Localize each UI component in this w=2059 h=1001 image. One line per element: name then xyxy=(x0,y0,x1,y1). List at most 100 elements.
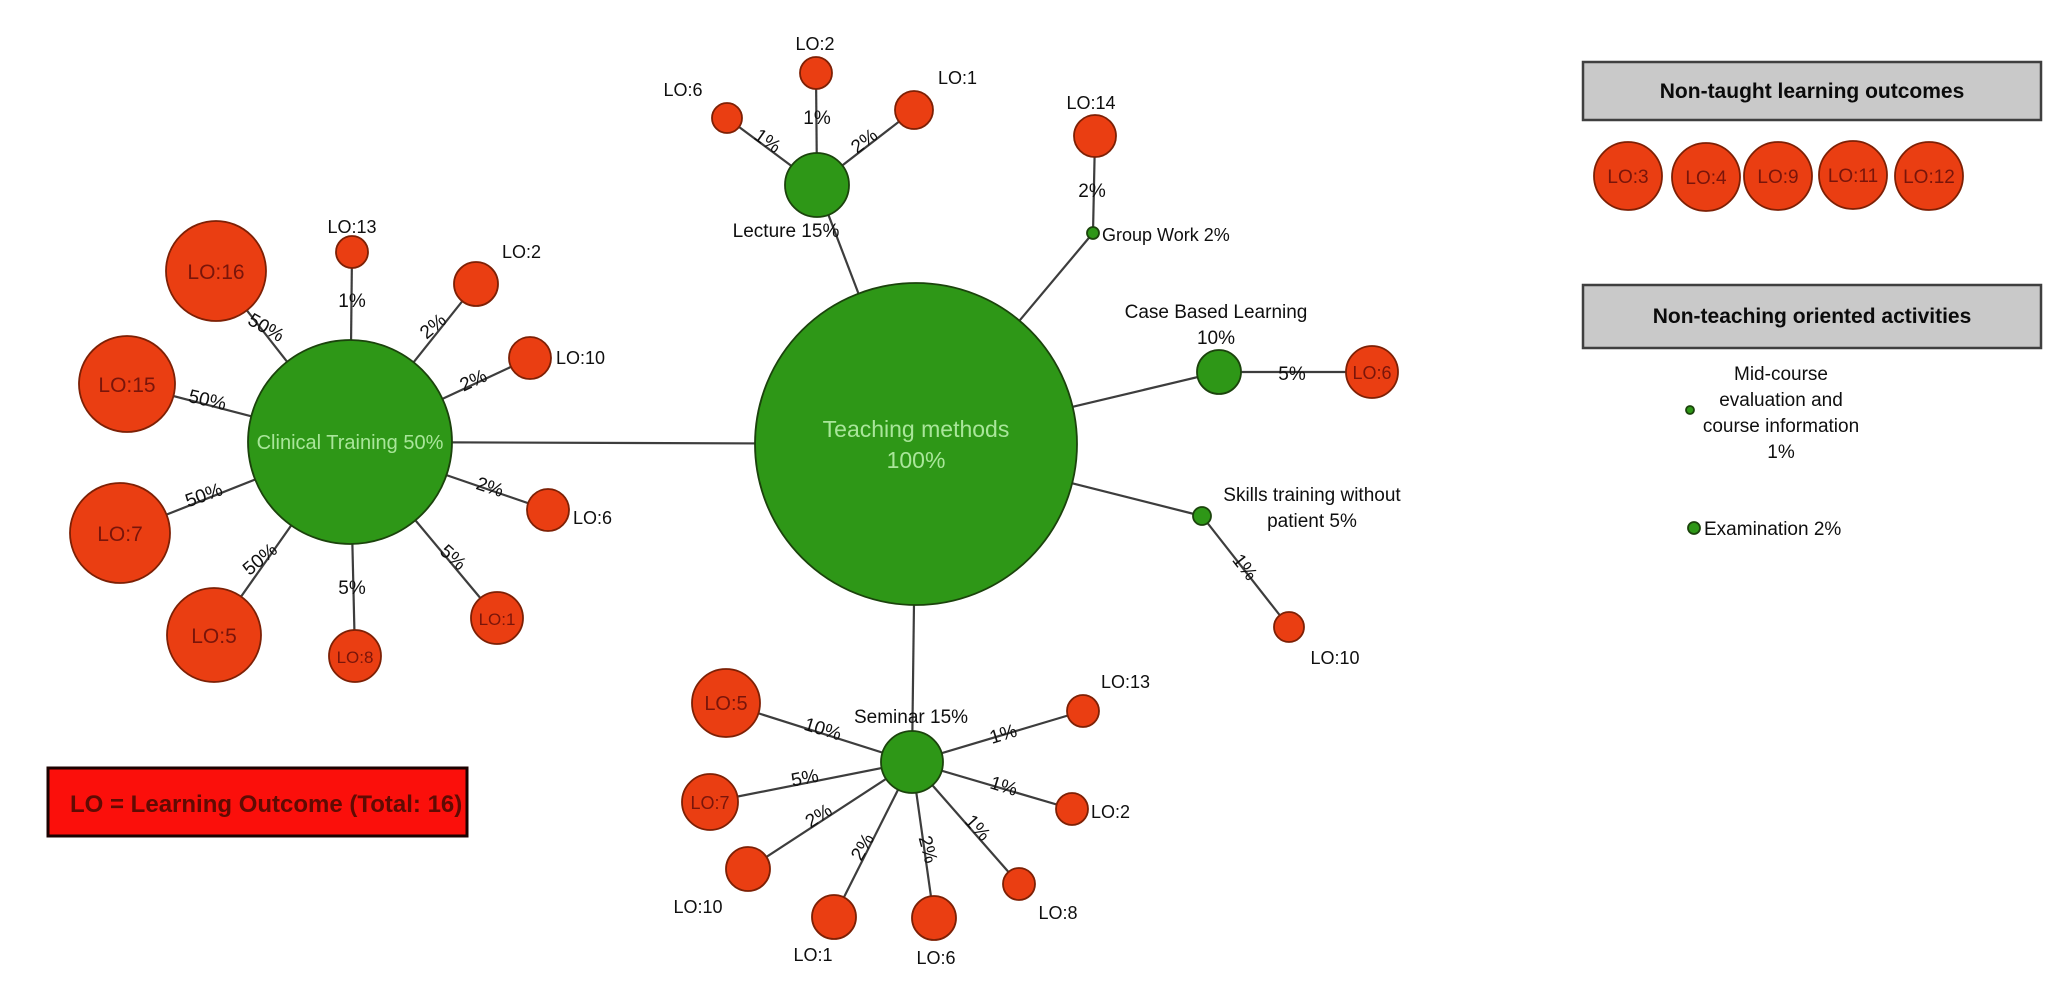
seminar-lo1-circle xyxy=(811,894,857,940)
clinical-lo8-label: LO:8 xyxy=(337,648,374,667)
groupwork-lo14-circle xyxy=(1073,114,1117,158)
clinical-lo6-label: LO:6 xyxy=(573,508,612,528)
mid-course-dot xyxy=(1685,405,1695,415)
seminar-lo5-circle xyxy=(691,668,761,738)
casebased-lo6-pct: 5% xyxy=(1278,364,1306,385)
clinical-training-label: Clinical Training 50% xyxy=(257,432,444,454)
non-taught-title: Non-taught learning outcomes xyxy=(1660,80,1965,103)
seminar-lo5-pct: 10% xyxy=(801,714,844,745)
lecture-lo2-label: LO:2 xyxy=(795,34,834,54)
case-based-cluster: Case Based Learning 10% LO:6 5% xyxy=(1125,302,1399,399)
legend-rect xyxy=(46,766,469,838)
lecture-lo2-pct: 1% xyxy=(803,108,831,129)
seminar-lo13-label: LO:13 xyxy=(1101,672,1150,692)
mid-course-line2: evaluation and xyxy=(1719,390,1843,411)
examination-dot xyxy=(1687,521,1701,535)
clinical-lo6-circle xyxy=(526,488,570,532)
clinical-lo5-pct: 50% xyxy=(239,539,282,580)
seminar-lo13-pct: 1% xyxy=(987,721,1020,749)
clinical-lo5-label: LO:5 xyxy=(191,625,237,648)
legend-label: LO = Learning Outcome (Total: 16) xyxy=(70,791,462,818)
case-based-circle xyxy=(1196,349,1242,395)
groupwork-lo14-label: LO:14 xyxy=(1066,93,1115,113)
clinical-lo5-circle xyxy=(166,587,262,683)
skills-training-cluster: Skills training without patient 5% LO:10… xyxy=(1192,485,1401,668)
seminar-lo1-label: LO:1 xyxy=(793,945,832,965)
lecture-lo1-pct: 2% xyxy=(847,125,882,158)
clinical-lo16-label: LO:16 xyxy=(187,261,244,284)
seminar-lo2-label: LO:2 xyxy=(1091,802,1130,822)
mid-course-line3: course information xyxy=(1703,416,1859,437)
skills-lo10-label: LO:10 xyxy=(1310,648,1359,668)
clinical-lo7-pct: 50% xyxy=(183,479,226,512)
case-based-label-line2: 10% xyxy=(1197,328,1235,349)
non-taught-panel: Non-taught learning outcomes LO:3 LO:4 L… xyxy=(1581,60,2043,212)
lecture-lo6-label: LO:6 xyxy=(663,80,702,100)
teaching-methods-label-line1: Teaching methods xyxy=(823,416,1010,442)
clinical-lo16-circle xyxy=(165,220,267,322)
non-taught-lo3-circle xyxy=(1593,141,1663,211)
teaching-methods-label-line2: 100% xyxy=(887,447,946,473)
non-taught-lo9-circle xyxy=(1743,141,1813,211)
clinical-lo16-pct: 50% xyxy=(244,310,288,347)
clinical-lo13-label: LO:13 xyxy=(327,217,376,237)
clinical-lo13-circle xyxy=(335,235,369,269)
clinical-lo6-pct: 2% xyxy=(473,474,506,502)
seminar-lo6-circle xyxy=(911,895,957,941)
seminar-lo7-label: LO:7 xyxy=(690,793,729,813)
groupwork-lo14-pct: 2% xyxy=(1078,181,1106,202)
non-teaching-title-box xyxy=(1581,283,2043,350)
clinical-lo8-pct: 5% xyxy=(338,578,366,599)
seminar-lo10-circle xyxy=(725,846,771,892)
edge-skills-lo10 xyxy=(1201,515,1290,628)
lecture-circle xyxy=(784,152,850,218)
non-taught-lo3-label: LO:3 xyxy=(1607,167,1648,188)
lecture-lo1-circle xyxy=(894,90,934,130)
seminar-lo5-label: LO:5 xyxy=(704,693,747,715)
seminar-circle xyxy=(880,730,944,794)
seminar-lo13-circle xyxy=(1066,694,1100,728)
clinical-lo10-label: LO:10 xyxy=(556,348,605,368)
clinical-lo15-circle xyxy=(78,335,176,433)
seminar-lo6-pct: 2% xyxy=(914,834,941,866)
seminar-lo8-pct: 1% xyxy=(960,811,994,846)
teaching-methods-circle xyxy=(754,282,1078,606)
skills-lo10-circle xyxy=(1273,611,1305,643)
seminar-cluster: Seminar 15% LO:5 10% LO:7 5% LO:10 2% LO… xyxy=(673,668,1150,968)
seminar-lo8-label: LO:8 xyxy=(1038,903,1077,923)
seminar-lo7-pct: 5% xyxy=(789,766,820,792)
clinical-lo10-circle xyxy=(508,336,552,380)
non-taught-lo12-circle xyxy=(1894,141,1964,211)
seminar-lo2-pct: 1% xyxy=(987,773,1020,801)
seminar-lo8-circle xyxy=(1002,867,1036,901)
clinical-lo8-circle xyxy=(328,629,382,683)
group-work-cluster: Group Work 2% LO:14 2% xyxy=(1066,93,1229,245)
lecture-lo6-circle xyxy=(711,102,743,134)
casebased-lo6-label: LO:6 xyxy=(1352,363,1391,383)
group-work-circle xyxy=(1086,226,1100,240)
edge-seminar-lo7 xyxy=(709,760,913,804)
clinical-lo2-circle xyxy=(453,261,499,307)
clinical-lo10-pct: 2% xyxy=(457,366,491,397)
seminar-lo7-circle xyxy=(681,773,739,831)
non-taught-lo4-label: LO:4 xyxy=(1685,168,1727,189)
skills-label-line1: Skills training without xyxy=(1223,485,1401,506)
mid-course-line1: Mid-course xyxy=(1734,364,1828,385)
non-taught-lo11-circle xyxy=(1818,140,1888,210)
seminar-lo10-pct: 2% xyxy=(802,800,837,833)
skills-circle xyxy=(1192,506,1212,526)
clinical-lo1-label: LO:1 xyxy=(479,610,516,629)
clinical-training-cluster: Clinical Training 50% LO:16 50% LO:13 1%… xyxy=(69,217,612,683)
clinical-lo15-label: LO:15 xyxy=(98,374,155,397)
seminar-lo10-label: LO:10 xyxy=(673,897,722,917)
legend-box: LO = Learning Outcome (Total: 16) xyxy=(46,766,469,838)
examination-label: Examination 2% xyxy=(1704,519,1841,540)
lecture-lo2-circle xyxy=(799,56,833,90)
casebased-lo6-circle xyxy=(1345,345,1399,399)
lecture-label: Lecture 15% xyxy=(733,221,840,242)
clinical-lo1-circle xyxy=(470,591,524,645)
clinical-lo15-pct: 50% xyxy=(186,386,228,415)
seminar-lo2-circle xyxy=(1055,792,1089,826)
lecture-cluster: Lecture 15% LO:6 1% LO:2 1% LO:1 2% xyxy=(663,34,977,242)
